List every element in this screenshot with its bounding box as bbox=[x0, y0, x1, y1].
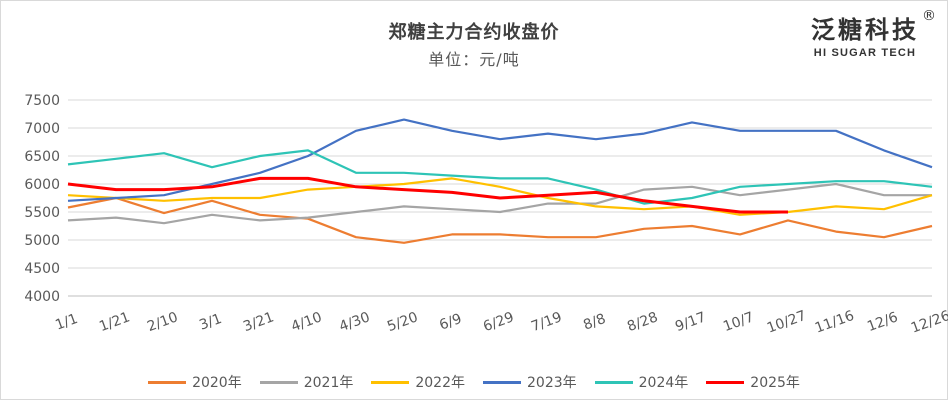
legend-label: 2022年 bbox=[415, 375, 465, 391]
legend-item: 2025年 bbox=[706, 372, 800, 392]
legend: 2020年 2021年 2022年 2023年 2024年 2025年 bbox=[0, 372, 948, 392]
x-tick-label: 11/16 bbox=[813, 308, 856, 337]
y-tick-label: 5000 bbox=[24, 233, 60, 249]
x-tick-label: 7/19 bbox=[529, 309, 564, 335]
y-tick-label: 5500 bbox=[24, 205, 60, 221]
series-line bbox=[67, 176, 788, 214]
legend-swatch bbox=[706, 380, 745, 384]
x-tick-label: 2/10 bbox=[145, 309, 180, 335]
brand-name-cn: 泛糖科技 bbox=[811, 16, 919, 44]
series-line bbox=[67, 149, 933, 205]
legend-item: 2024年 bbox=[594, 372, 689, 392]
x-tick-label: 12/26 bbox=[909, 308, 948, 337]
legend-swatch bbox=[148, 380, 187, 384]
x-tick-label: 10/27 bbox=[765, 308, 808, 337]
legend-label: 2025年 bbox=[750, 375, 800, 391]
x-tick-label: 8/28 bbox=[625, 309, 660, 335]
legend-label: 2023年 bbox=[527, 375, 577, 391]
x-tick-label: 4/10 bbox=[289, 309, 324, 335]
series-line bbox=[67, 118, 933, 202]
y-tick-label: 4500 bbox=[24, 261, 60, 277]
series-line bbox=[67, 182, 932, 225]
x-tick-label: 10/7 bbox=[721, 309, 756, 335]
y-tick-label: 6500 bbox=[24, 149, 60, 165]
x-tick-label: 6/9 bbox=[437, 311, 464, 334]
legend-swatch bbox=[594, 380, 633, 384]
legend-item: 2022年 bbox=[371, 372, 465, 392]
x-tick-label: 1/1 bbox=[53, 311, 80, 334]
legend-item: 2023年 bbox=[483, 372, 577, 392]
x-tick-label: 9/17 bbox=[673, 309, 708, 335]
legend-item: 2020年 bbox=[148, 372, 242, 392]
legend-label: 2020年 bbox=[192, 375, 242, 391]
x-tick-label: 6/29 bbox=[481, 309, 516, 335]
y-tick-label: 7500 bbox=[24, 93, 60, 109]
x-tick-label: 1/21 bbox=[97, 309, 132, 335]
chart-title: 郑糖主力合约收盘价 bbox=[388, 22, 560, 43]
legend-label: 2021年 bbox=[303, 375, 354, 391]
chart-subtitle: 单位：元/吨 bbox=[428, 50, 520, 69]
x-tick-label: 12/6 bbox=[865, 309, 900, 335]
x-tick-label: 3/1 bbox=[197, 311, 224, 334]
legend-swatch bbox=[371, 380, 410, 384]
x-tick-label: 5/20 bbox=[385, 309, 420, 335]
y-tick-label: 7000 bbox=[24, 121, 60, 137]
legend-swatch bbox=[483, 380, 521, 384]
legend-label: 2024年 bbox=[638, 375, 689, 391]
legend-swatch bbox=[259, 380, 298, 384]
brand-name-en: HI SUGAR TECH bbox=[813, 47, 917, 59]
brand-logo: 泛糖科技 ® HI SUGAR TECH bbox=[790, 8, 940, 59]
x-tick-label: 4/30 bbox=[337, 309, 372, 335]
y-tick-label: 6000 bbox=[24, 177, 60, 193]
legend-item: 2021年 bbox=[259, 372, 354, 392]
series-line bbox=[67, 196, 933, 244]
registered-mark: ® bbox=[922, 8, 936, 24]
y-tick-label: 4000 bbox=[24, 289, 60, 305]
x-tick-label: 3/21 bbox=[241, 309, 276, 335]
x-tick-label: 8/8 bbox=[581, 311, 608, 334]
